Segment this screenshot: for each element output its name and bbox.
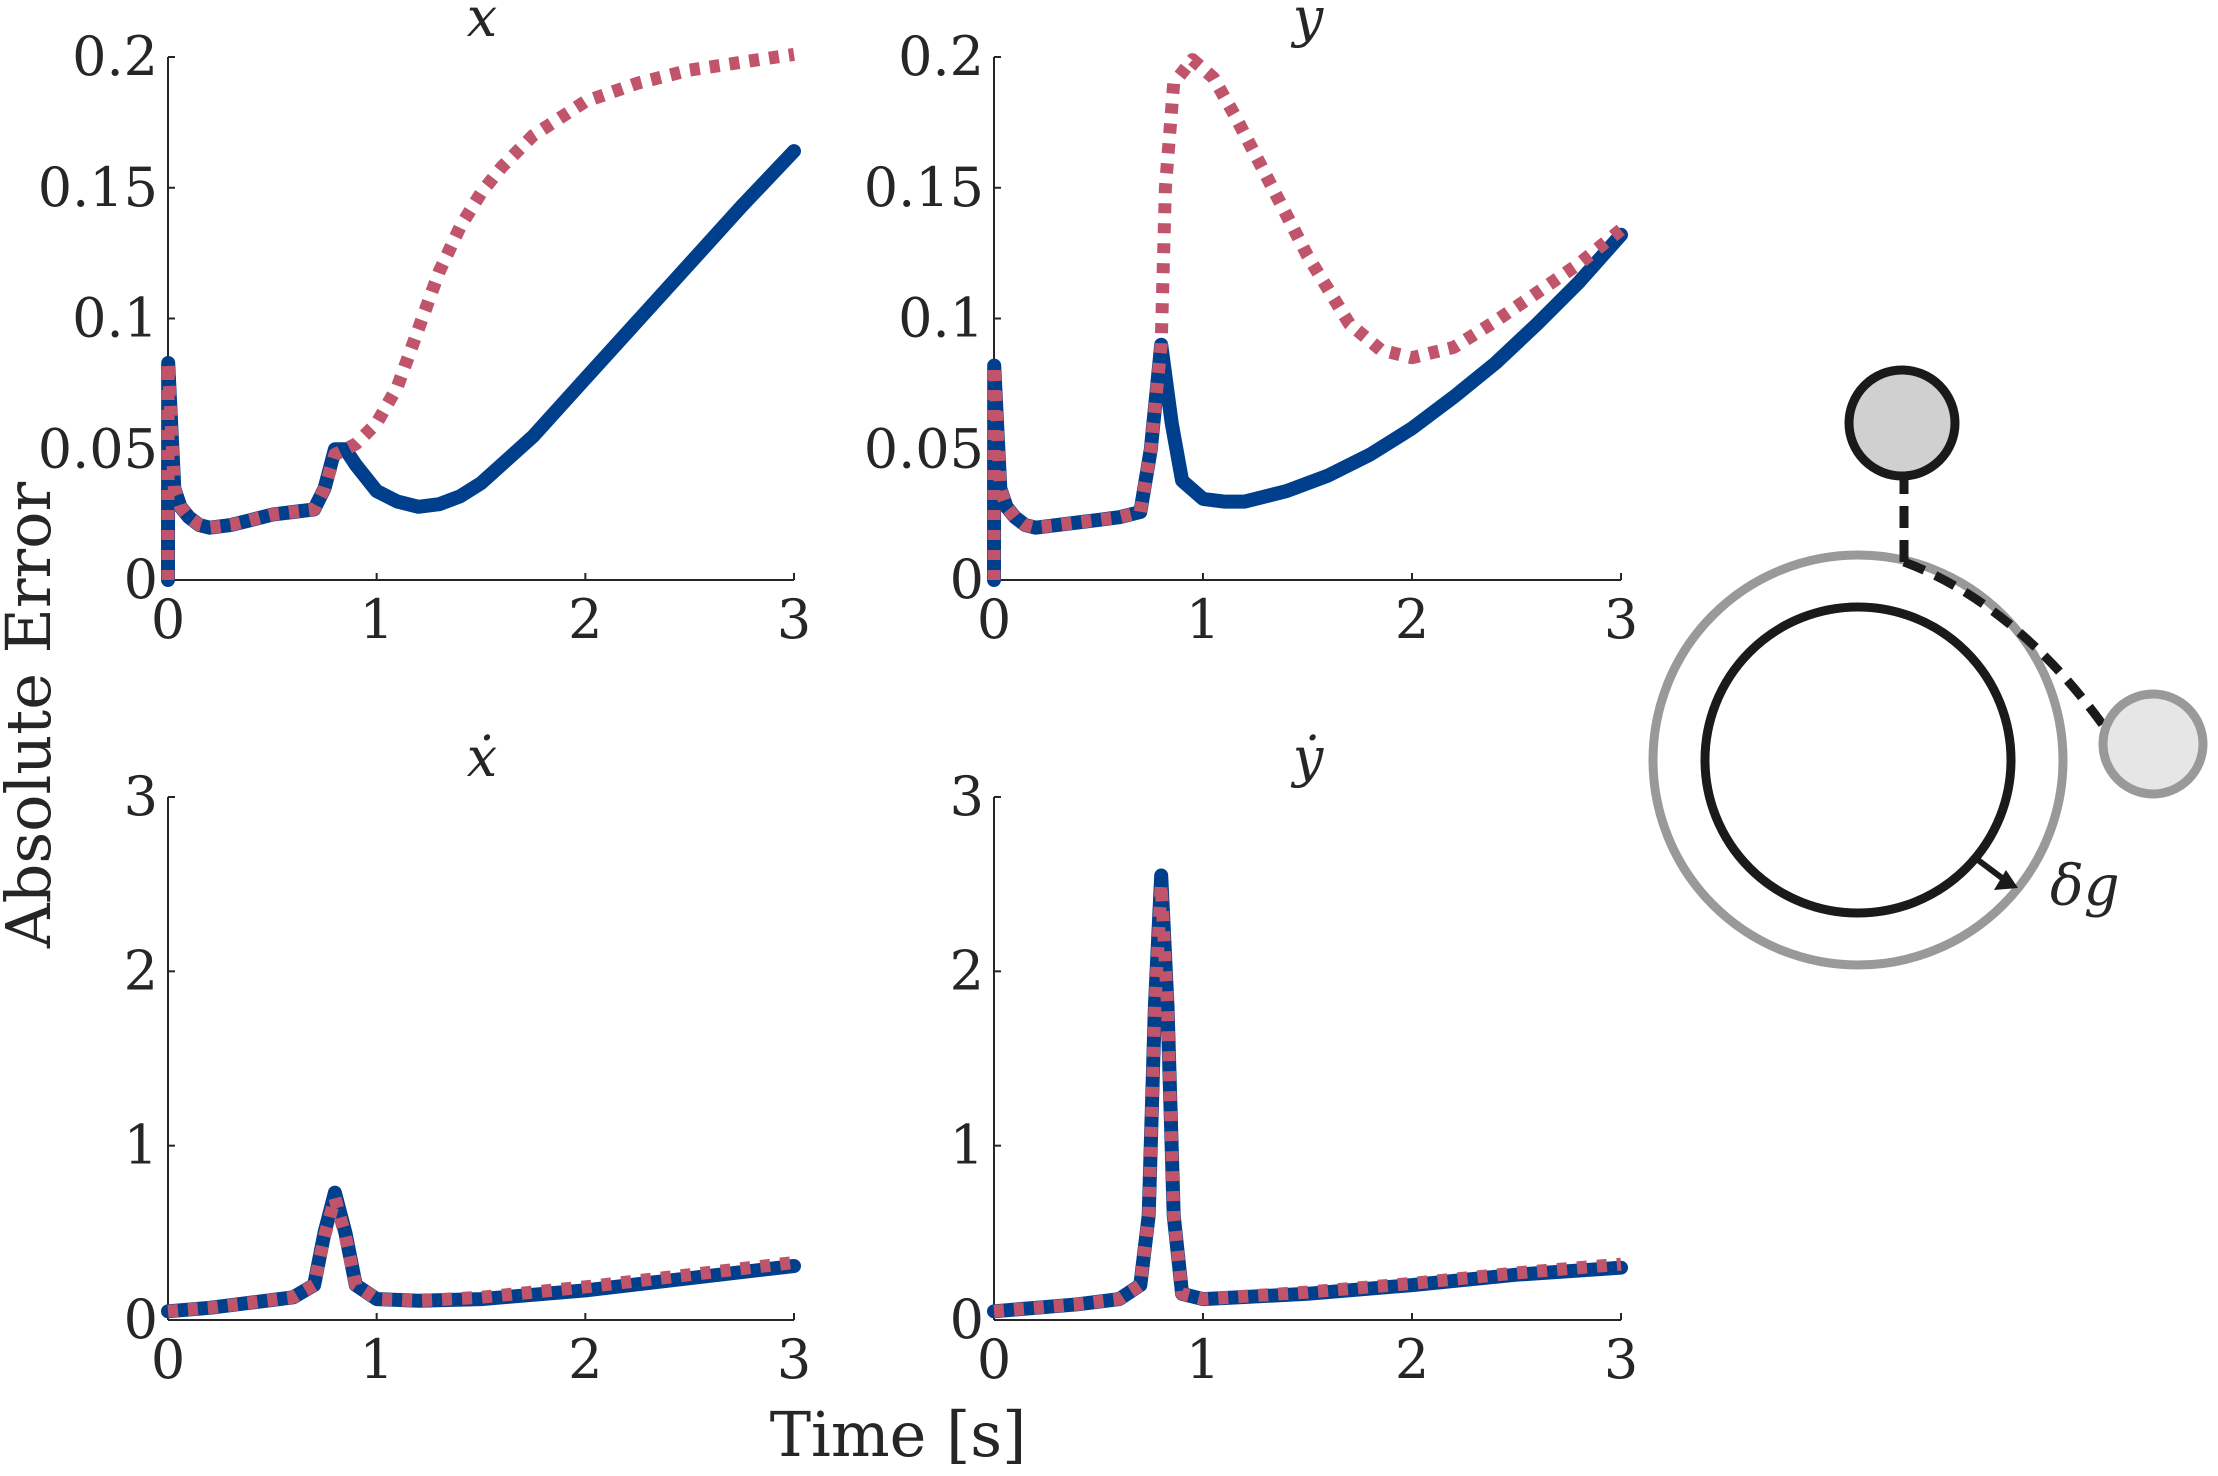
y-tick-label: 3 [950, 765, 984, 828]
schematic-diagram: δg [1648, 365, 2208, 970]
x-tick-label: 2 [568, 1328, 602, 1391]
series-line-solid-x [161, 144, 801, 587]
node-top [1844, 365, 1960, 481]
x-tick-label: 0 [977, 1328, 1011, 1391]
inner-ring [1700, 602, 2016, 918]
y-tick-label: 0.05 [38, 417, 158, 480]
x-tick-label: 0 [151, 1328, 185, 1391]
y-tick-label: 2 [950, 939, 984, 1002]
y-tick-label: 0 [950, 548, 984, 611]
series-line-dotted-x [161, 47, 795, 581]
y-tick-label: 0.15 [864, 156, 984, 219]
x-tick-label: 3 [1604, 1328, 1638, 1391]
y-tick-label: 3 [124, 765, 158, 828]
series-line-dotted-ydot [993, 877, 1622, 1318]
panel-title-ydot: ẏ [1291, 726, 1325, 789]
y-tick-label: 0.05 [864, 417, 984, 480]
panel-x: x 0 0.05 0.1 0.15 0.2 0 1 2 3 [38, 0, 811, 651]
x-tick-label: 1 [1186, 1328, 1220, 1391]
x-tick-label: 2 [568, 588, 602, 651]
series-line-dotted-y [987, 53, 1626, 581]
x-tick-label: 3 [1604, 588, 1638, 651]
x-axis-label: Time [s] [770, 1398, 1027, 1471]
delta-g-label: δg [2050, 854, 2120, 919]
y-tick-label: 1 [950, 1114, 984, 1177]
outer-ring [1648, 550, 2068, 970]
y-tick-label: 0.2 [898, 25, 984, 88]
node-right [2098, 689, 2208, 799]
y-tick-label: 2 [124, 939, 158, 1002]
panel-ydot: ẏ 0 1 2 3 0 1 2 3 [950, 726, 1639, 1391]
x-tick-label: 2 [1395, 588, 1429, 651]
y-tick-label: 1 [124, 1114, 158, 1177]
series-line-dotted-xdot [167, 1191, 795, 1318]
series-line-solid-xdot [161, 1185, 801, 1319]
x-tick-label: 2 [1395, 1328, 1429, 1391]
y-tick-label: 0 [124, 1288, 158, 1351]
y-tick-label: 0.1 [72, 287, 158, 350]
panel-title-xdot: ẋ [467, 726, 497, 789]
x-tick-label: 3 [777, 1328, 811, 1391]
panel-title-x: x [467, 0, 497, 49]
y-tick-label: 0.1 [898, 287, 984, 350]
x-tick-label: 3 [777, 588, 811, 651]
y-tick-label: 0 [124, 548, 158, 611]
y-tick-label: 0.15 [38, 156, 158, 219]
x-tick-label: 1 [1186, 588, 1220, 651]
x-tick-label: 0 [977, 588, 1011, 651]
x-tick-label: 1 [359, 1328, 393, 1391]
x-tick-label: 0 [151, 588, 185, 651]
panel-y: y 0 0.05 0.1 0.15 0.2 0 1 2 3 [864, 0, 1638, 651]
panel-title-y: y [1291, 0, 1325, 49]
arrow-shaft [1972, 854, 2004, 881]
y-tick-label: 0 [950, 1288, 984, 1351]
series-line-solid-y [987, 227, 1628, 587]
panel-xdot: ẋ 0 1 2 3 0 1 2 3 [124, 726, 812, 1391]
arrow-head-icon [1994, 870, 2018, 890]
series-line-solid-ydot [987, 868, 1628, 1319]
y-tick-label: 0.2 [72, 25, 158, 88]
y-axis-label: Absolute Error [0, 482, 65, 950]
x-tick-label: 1 [359, 588, 393, 651]
